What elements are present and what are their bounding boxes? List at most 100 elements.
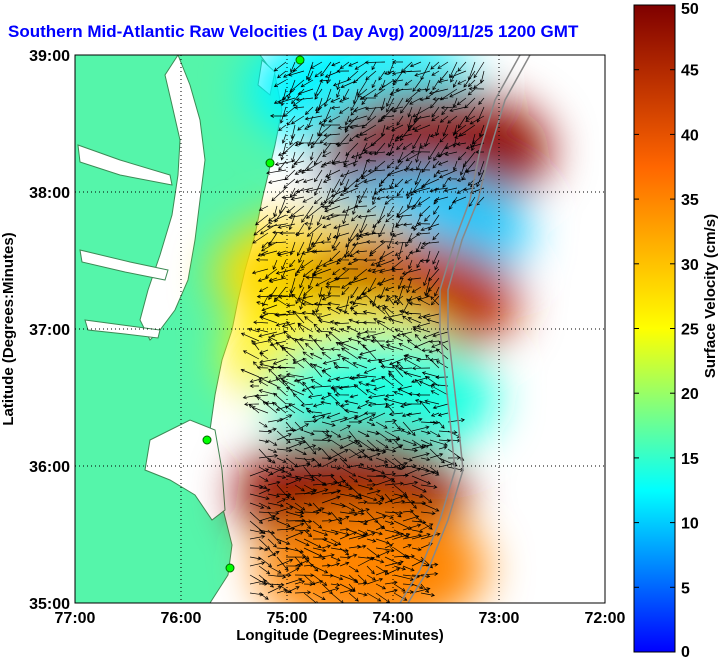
velocity-arrow [464,169,476,174]
velocity-arrow [413,106,422,123]
velocity-arrow [339,328,350,333]
velocity-arrow [386,169,404,177]
velocity-arrow [358,381,368,387]
velocity-arrow [411,475,432,485]
velocity-arrow [312,429,330,434]
velocity-arrow [333,321,350,326]
velocity-arrow [294,338,305,351]
velocity-arrow [297,297,314,306]
velocity-arrow [292,187,305,197]
velocity-arrow [367,169,386,174]
velocity-arrow [285,502,304,513]
velocity-arrow [416,221,431,226]
velocity-arrow [276,506,294,513]
y-tick-label: 39:00 [29,48,70,65]
velocity-arrow [404,353,422,360]
velocity-arrow [350,307,359,315]
velocity-arrow [281,268,287,279]
velocity-arrow [420,439,433,446]
velocity-arrow [261,241,269,249]
velocity-arrow [378,178,386,188]
velocity-arrow [323,142,341,146]
velocity-arrow [294,519,313,524]
velocity-arrow [333,388,341,396]
velocity-arrow [347,115,368,123]
velocity-arrow [249,502,265,509]
velocity-arrow [402,142,413,150]
velocity-arrow [407,316,422,324]
velocity-arrow [339,502,356,512]
velocity-arrow [457,151,467,161]
velocity-arrow [405,187,422,196]
velocity-arrow [376,277,395,286]
velocity-arrow [312,529,329,537]
velocity-arrow [402,421,416,437]
velocity-arrow [339,561,350,567]
velocity-arrow [310,362,323,378]
velocity-arrow [454,133,467,139]
velocity-arrow [302,295,314,300]
velocity-arrow [336,250,350,265]
velocity-arrow [282,379,296,396]
velocity-arrow [382,306,395,324]
velocity-arrow [321,538,338,547]
grid [75,55,605,603]
velocity-arrow [258,488,271,495]
velocity-arrow [367,268,377,273]
velocity-arrow [389,106,404,112]
velocity-arrow [394,294,404,306]
velocity-arrow [354,178,368,187]
velocity-arrow [286,372,305,378]
velocity-arrow [267,241,287,246]
velocity-arrow [357,592,368,597]
velocity-arrow [340,347,359,360]
velocity-arrow [330,556,341,562]
velocity-arrow [433,205,440,215]
velocity-arrow [366,452,381,459]
velocity-arrow [421,348,431,353]
velocity-arrow [348,430,360,445]
velocity-arrow [435,375,449,380]
velocity-arrow [384,295,395,302]
velocity-arrow [294,484,305,492]
velocity-arrow [335,376,350,382]
velocity-arrow [411,425,430,432]
velocity-arrow [312,463,322,468]
velocity-arrow [402,480,419,486]
velocity-arrow [375,565,390,575]
velocity-arrow [258,484,268,489]
velocity-arrow [384,511,404,515]
velocity-arrow [408,259,413,270]
velocity-arrow [392,232,404,238]
velocity-arrow [419,97,431,102]
velocity-arrow [456,178,467,183]
velocity-arrow [420,571,439,576]
velocity-arrow [355,133,368,138]
velocity-arrow [285,493,296,501]
velocity-arrow [472,133,485,145]
velocity-arrow [292,310,305,324]
velocity-arrow [366,577,384,585]
velocity-arrow [319,347,332,352]
velocity-arrow [375,463,389,468]
velocity-arrow [330,547,349,553]
velocity-arrow [420,532,441,540]
velocity-arrow [428,88,449,95]
velocity-arrow [393,461,408,468]
velocity-arrow [444,151,458,157]
velocity-arrow [418,380,431,387]
velocity-arrow [430,295,440,306]
colorbar [633,4,676,653]
velocity-arrow [363,367,377,374]
velocity-arrow [335,342,350,351]
velocity-arrow [366,529,383,536]
velocity-arrow [274,297,287,306]
velocity-arrow [438,142,449,158]
velocity-arrow [339,588,354,594]
velocity-arrow [289,286,296,298]
velocity-arrow [330,529,350,536]
velocity-arrow [318,286,323,298]
velocity-arrow [363,150,377,155]
velocity-arrow [368,151,386,156]
velocity-arrow [350,214,359,222]
